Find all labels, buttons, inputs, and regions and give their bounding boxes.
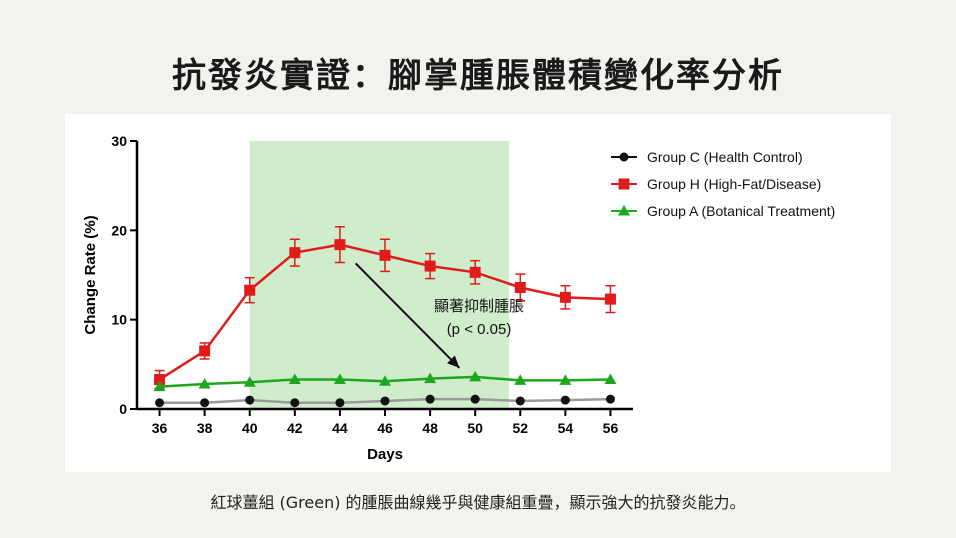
group-a-point [333,373,346,385]
group-a-point [379,375,391,386]
legend-label: Group C (Health Control) [647,149,803,165]
group-c-point [245,395,255,405]
group-a-point [514,374,527,385]
y-tick-label: 20 [111,222,127,238]
chart-panel: 36 38 40 42 44 46 48 50 52 54 56 0 10 20 30 Days Change … [65,114,891,472]
group-a-series [153,370,617,392]
group-a-point [288,373,301,385]
group-c-point [470,394,480,404]
legend-label: Group A (Botanical Treatment) [647,203,835,219]
group-c-point [155,398,165,408]
x-tick-label: 40 [242,420,258,436]
group-c-point [200,398,210,408]
group-c-point [425,394,435,404]
group-a-point [153,380,166,392]
x-axis-label: Days [367,446,403,463]
annotation-arrow-line [354,262,461,369]
group-h-point [604,293,616,305]
y-tick-label: 30 [111,133,127,149]
x-tick-label: 50 [467,420,483,436]
x-tick-label: 56 [603,420,619,436]
line-chart: 36 38 40 42 44 46 48 50 52 54 56 0 10 20 30 Days Change … [82,133,835,463]
annotation-pvalue: (p < 0.05) [447,321,512,338]
group-h-point [514,282,526,294]
group-h-point [289,247,301,259]
legend-item-group-a: Group A (Botanical Treatment) [611,203,835,219]
group-c-point [335,398,345,408]
legend-marker [619,152,629,162]
group-h-point [559,291,571,303]
x-tick-label: 46 [377,420,393,436]
group-c-point [380,396,390,406]
annotation-text: 顯著抑制腫脹 [434,298,524,315]
x-tick-label: 36 [152,420,168,436]
legend-item-group-c: Group C (Health Control) [611,149,803,165]
group-c-point [605,394,615,404]
y-tick-label: 0 [119,401,127,417]
group-a-point [243,376,256,387]
group-h-point [379,249,391,261]
y-axis-label: Change Rate (%) [82,215,99,334]
legend-item-group-h: Group H (High-Fat/Disease) [611,176,821,192]
caption: 紅球薑組 (Green) 的腫脹曲線幾乎與健康組重疊，顯示強大的抗發炎能力。 [210,493,746,512]
legend-marker [618,178,630,190]
group-a-point [198,377,211,389]
page-title: 抗發炎實證：腳掌腫脹體積變化率分析 [172,56,784,96]
x-tick-label: 38 [197,420,213,436]
group-h-point [199,345,211,357]
highlight-band [249,141,509,409]
group-h-point [244,284,256,296]
group-h-point [154,374,166,386]
group-a-point [424,372,437,384]
legend-marker [618,205,630,216]
group-h-point [334,239,346,251]
group-h-point [424,260,436,272]
group-c-point [290,398,300,408]
group-h-point [469,266,481,278]
group-a-point [559,374,572,385]
x-tick-label: 44 [332,420,348,436]
x-tick-label: 52 [512,420,528,436]
group-c-point [515,396,525,406]
x-tick-label: 48 [422,420,438,436]
x-tick-label: 42 [287,420,303,436]
annotation-arrow-head [447,355,460,368]
y-tick-label: 10 [111,312,127,328]
group-c-point [560,395,570,405]
group-a-point [604,373,617,385]
group-a-point [469,370,482,382]
group-c-series [155,394,615,408]
x-tick-label: 54 [558,420,574,436]
legend-label: Group H (High-Fat/Disease) [647,176,821,192]
